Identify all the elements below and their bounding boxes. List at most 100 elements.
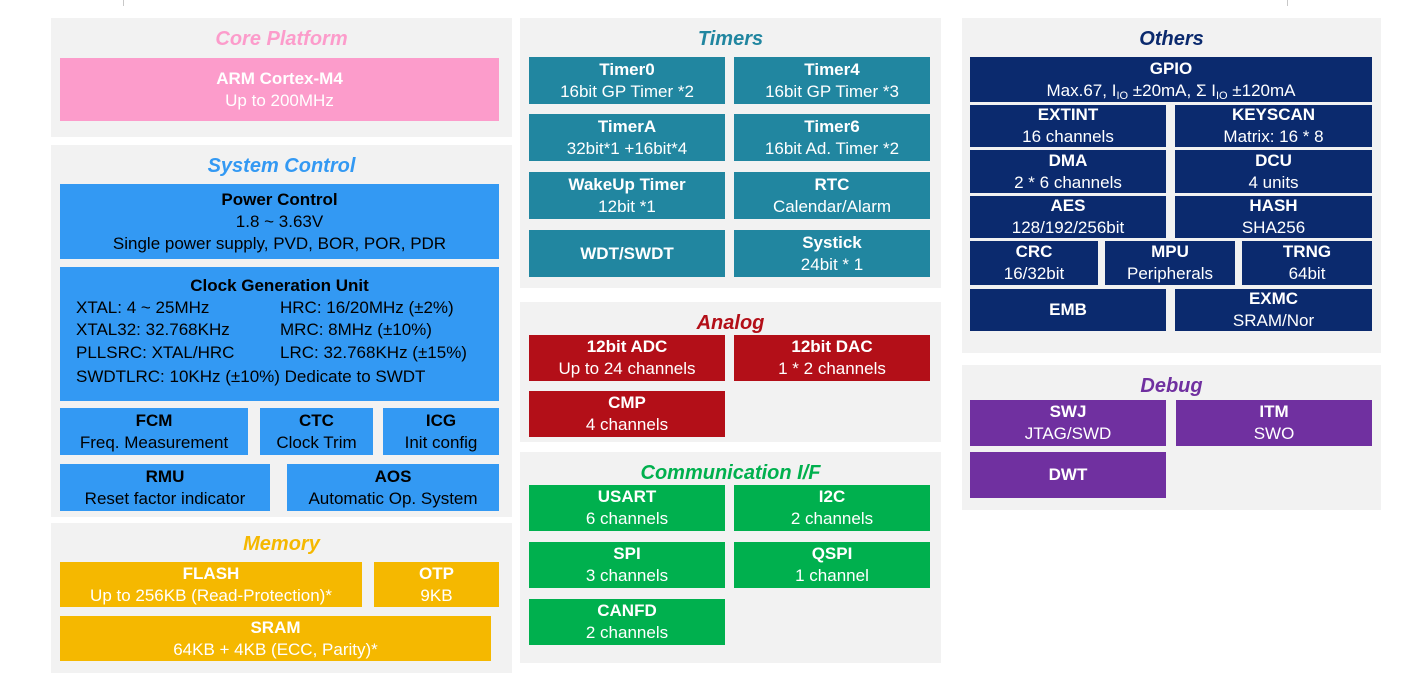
gpio-io-sub-2: IO: [1215, 89, 1228, 102]
wdt-swdt-block: WDT/SWDT: [529, 230, 725, 277]
sram-desc: 64KB + 4KB (ECC, Parity)*: [173, 639, 378, 659]
mpu-name: MPU: [1151, 242, 1189, 261]
rmu-block: RMU Reset factor indicator: [60, 464, 270, 511]
otp-desc: 9KB: [420, 585, 453, 605]
timera-desc: 32bit*1 +16bit*4: [566, 138, 688, 158]
dwt-block: DWT: [970, 452, 1166, 498]
analog-title: Analog: [696, 312, 765, 334]
sram-block: SRAM 64KB + 4KB (ECC, Parity)*: [60, 616, 491, 661]
arm-cortex-desc: Up to 200MHz: [225, 90, 334, 110]
others-title: Others: [1139, 28, 1204, 50]
i2c-desc: 2 channels: [790, 509, 874, 528]
dac-block: 12bit DAC 1 * 2 channels: [734, 335, 930, 381]
cgu-lrc: LRC: 32.768KHz (±15%): [280, 343, 467, 362]
rmu-desc: Reset factor indicator: [84, 488, 246, 508]
debug-title: Debug: [1140, 375, 1203, 397]
memory-title: Memory: [243, 533, 320, 555]
gpio-name: GPIO: [1149, 58, 1193, 78]
gpio-desc-total: ±120mA: [1227, 80, 1296, 100]
dma-name: DMA: [1048, 150, 1088, 170]
i2c-name: I2C: [818, 487, 846, 506]
timer0-desc: 16bit GP Timer *2: [560, 81, 694, 101]
extint-name: EXTINT: [1037, 105, 1099, 124]
systick-block: Systick 24bit * 1: [734, 230, 930, 277]
timera-block: TimerA 32bit*1 +16bit*4: [529, 114, 725, 161]
extint-block: EXTINT 16 channels: [970, 105, 1166, 147]
qspi-block: QSPI 1 channel: [734, 542, 930, 588]
itm-name: ITM: [1259, 402, 1289, 421]
adc-name: 12bit ADC: [586, 337, 668, 356]
trng-desc: 64bit: [1288, 264, 1326, 283]
dac-desc: 1 * 2 channels: [778, 359, 886, 378]
fcm-block: FCM Freq. Measurement: [60, 408, 248, 455]
wakeup-timer-block: WakeUp Timer 12bit *1: [529, 172, 725, 219]
canfd-name: CANFD: [597, 601, 657, 620]
flash-block: FLASH Up to 256KB (Read-Protection)*: [60, 562, 362, 607]
icg-desc: Init config: [404, 432, 478, 452]
crc-block: CRC 16/32bit: [970, 241, 1098, 285]
canfd-desc: 2 channels: [585, 623, 669, 642]
timers-title: Timers: [697, 28, 764, 50]
flash-desc: Up to 256KB (Read-Protection)*: [90, 585, 332, 605]
dac-name: 12bit DAC: [791, 337, 873, 356]
exmc-block: EXMC SRAM/Nor: [1175, 289, 1372, 331]
crc-desc: 16/32bit: [1003, 264, 1065, 283]
wakeup-timer-desc: 12bit *1: [598, 196, 656, 216]
i2c-block: I2C 2 channels: [734, 485, 930, 531]
power-control-name: Power Control: [221, 189, 338, 209]
timer6-block: Timer6 16bit Ad. Timer *2: [734, 114, 930, 161]
timer4-desc: 16bit GP Timer *3: [765, 81, 899, 101]
usart-block: USART 6 channels: [529, 485, 725, 531]
aes-name: AES: [1050, 196, 1086, 215]
cgu-title: Clock Generation Unit: [190, 276, 369, 295]
communication-title: Communication I/F: [640, 462, 821, 484]
crc-name: CRC: [1015, 242, 1053, 261]
rtc-name: RTC: [814, 174, 850, 194]
arm-cortex-name: ARM Cortex-M4: [216, 68, 343, 88]
dcu-block: DCU 4 units: [1175, 150, 1372, 193]
swj-name: SWJ: [1049, 402, 1087, 421]
edge-line-left: [123, 0, 124, 6]
gpio-desc-pin: ±20mA, Σ I: [1128, 80, 1216, 100]
exmc-name: EXMC: [1248, 289, 1299, 308]
gpio-desc: Max.67, IIO ±20mA, Σ IIO ±120mA: [1047, 80, 1296, 102]
exmc-desc: SRAM/Nor: [1232, 311, 1315, 330]
rmu-name: RMU: [145, 466, 185, 486]
power-control-voltage: 1.8 ~ 3.63V: [235, 211, 324, 231]
ctc-block: CTC Clock Trim: [260, 408, 373, 455]
core-platform-title: Core Platform: [215, 28, 348, 50]
timer0-block: Timer0 16bit GP Timer *2: [529, 57, 725, 104]
otp-block: OTP 9KB: [374, 562, 499, 607]
cgu-swdtlrc: SWDTLRC: 10KHz (±10%) Dedicate to SWDT: [76, 367, 426, 386]
timer6-desc: 16bit Ad. Timer *2: [764, 138, 900, 158]
adc-block: 12bit ADC Up to 24 channels: [529, 335, 725, 381]
keyscan-name: KEYSCAN: [1231, 105, 1316, 124]
dma-block: DMA 2 * 6 channels: [970, 150, 1166, 193]
itm-block: ITM SWO: [1176, 400, 1372, 446]
rtc-block: RTC Calendar/Alarm: [734, 172, 930, 219]
emb-name: EMB: [1049, 300, 1087, 319]
systick-desc: 24bit * 1: [800, 254, 864, 274]
icg-block: ICG Init config: [383, 408, 499, 455]
trng-name: TRNG: [1282, 242, 1332, 261]
fcm-desc: Freq. Measurement: [79, 432, 229, 452]
system-control-title: System Control: [207, 155, 356, 177]
qspi-name: QSPI: [811, 544, 853, 563]
dcu-desc: 4 units: [1248, 172, 1299, 192]
cmp-desc: 4 channels: [585, 415, 669, 434]
qspi-desc: 1 channel: [795, 566, 869, 585]
swj-block: SWJ JTAG/SWD: [970, 400, 1166, 446]
cgu-mrc: MRC: 8MHz (±10%): [280, 320, 432, 339]
dcu-name: DCU: [1255, 150, 1292, 170]
hash-block: HASH SHA256: [1175, 196, 1372, 238]
aes-block: AES 128/192/256bit: [970, 196, 1166, 238]
mpu-block: MPU Peripherals: [1105, 241, 1235, 285]
icg-name: ICG: [425, 410, 457, 430]
hash-name: HASH: [1249, 196, 1298, 215]
spi-name: SPI: [613, 544, 641, 563]
rtc-desc: Calendar/Alarm: [772, 196, 892, 216]
timer4-name: Timer4: [804, 59, 860, 79]
power-control-features: Single power supply, PVD, BOR, POR, PDR: [112, 233, 447, 253]
edge-line-right: [1287, 0, 1288, 6]
timer6-name: Timer6: [804, 116, 860, 136]
